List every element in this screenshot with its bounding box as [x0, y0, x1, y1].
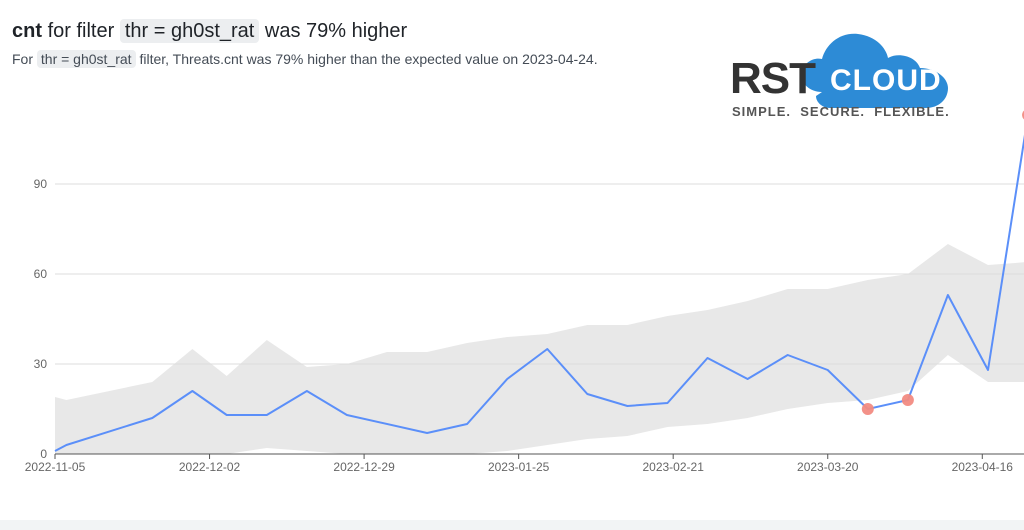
filter-chip: thr = gh0st_rat — [119, 19, 260, 43]
subtitle-text: filter, Threats.cnt was 79% higher than … — [139, 51, 598, 67]
subtitle-prefix: For — [12, 51, 33, 67]
x-axis: 2022-11-05 2022-12-02 2022-12-29 2023-01-25… — [25, 453, 1024, 474]
chart-title: cnt for filter thr = gh0st_rat was 79% h… — [12, 18, 598, 44]
anomaly-point — [901, 394, 914, 406]
logo-cloud-text: CLOUD — [830, 64, 942, 97]
y-tick-label: 90 — [34, 177, 48, 191]
y-tick-label: 30 — [34, 357, 48, 371]
rst-cloud-logo: RST CLOUD SIMPLE. SECURE. FLEXIBLE. — [726, 22, 962, 122]
logo-rst-text: RST — [730, 54, 816, 103]
title-result-text: was 79% higher — [264, 20, 408, 42]
y-axis-labels: 0 30 60 90 — [34, 177, 48, 461]
title-filter-text: for filter — [47, 20, 115, 42]
series-line — [54, 134, 1024, 452]
chart-header: cnt for filter thr = gh0st_rat was 79% h… — [12, 18, 598, 68]
y-tick-label: 0 — [40, 447, 47, 461]
expected-range-band — [55, 244, 1024, 454]
subtitle-filter-chip: thr = gh0st_rat — [36, 50, 136, 68]
x-tick-label: 2023-04-16 — [952, 460, 1014, 474]
x-tick-label: 2023-03-20 — [797, 460, 859, 474]
chart-subtitle: For thr = gh0st_rat filter, Threats.cnt … — [12, 50, 598, 68]
x-tick-label: 2022-12-29 — [333, 460, 395, 474]
gridlines — [55, 183, 1024, 365]
bottom-strip — [0, 520, 1024, 530]
series-polyline — [54, 134, 1024, 452]
x-tick-label: 2023-01-25 — [488, 460, 550, 474]
x-tick-label: 2023-02-21 — [642, 460, 704, 474]
expected-band-area — [55, 244, 1024, 454]
y-tick-label: 60 — [34, 267, 48, 281]
anomaly-points — [861, 110, 1024, 415]
anomaly-point — [861, 403, 874, 415]
metric-name: cnt — [12, 20, 42, 42]
logo-tagline: SIMPLE. SECURE. FLEXIBLE. — [732, 104, 950, 119]
cloud-icon — [801, 33, 948, 108]
x-tick-label: 2022-11-05 — [25, 460, 86, 474]
x-tick-label: 2022-12-02 — [179, 460, 241, 474]
